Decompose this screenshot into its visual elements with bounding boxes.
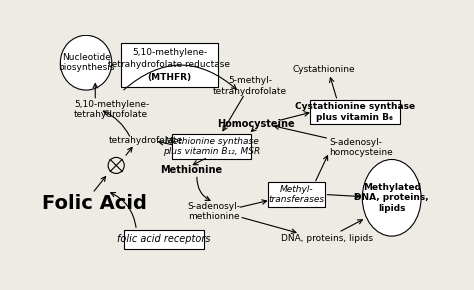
Text: Nucleotide
biosynthesis: Nucleotide biosynthesis bbox=[58, 53, 114, 72]
Text: folic acid receptors: folic acid receptors bbox=[117, 234, 211, 244]
Text: 5,10-methylene-: 5,10-methylene- bbox=[132, 48, 207, 57]
Text: Folic Acid: Folic Acid bbox=[42, 194, 146, 213]
Text: Methylated
DNA, proteins,
lipids: Methylated DNA, proteins, lipids bbox=[355, 183, 429, 213]
Ellipse shape bbox=[60, 35, 112, 90]
Text: Methionine synthase
plus vitamin B₁₂, MSR: Methionine synthase plus vitamin B₁₂, MS… bbox=[163, 137, 260, 156]
FancyBboxPatch shape bbox=[172, 134, 251, 159]
Ellipse shape bbox=[108, 157, 124, 173]
FancyBboxPatch shape bbox=[268, 182, 325, 207]
Text: (MTHFR): (MTHFR) bbox=[147, 73, 191, 82]
Text: Cystathionine synthase
plus vitamin B₆: Cystathionine synthase plus vitamin B₆ bbox=[295, 102, 415, 122]
FancyBboxPatch shape bbox=[124, 230, 204, 249]
Text: DNA, proteins, lipids: DNA, proteins, lipids bbox=[282, 233, 374, 242]
Text: 5-methyl-
tetrahydrofolate: 5-methyl- tetrahydrofolate bbox=[213, 77, 287, 96]
Text: Methyl-
transferases: Methyl- transferases bbox=[268, 185, 324, 204]
Text: tetrahydrofolate: tetrahydrofolate bbox=[109, 136, 182, 145]
FancyBboxPatch shape bbox=[310, 100, 400, 124]
Text: Methionine: Methionine bbox=[160, 165, 223, 175]
Text: S-adenosyl-
homocysteine: S-adenosyl- homocysteine bbox=[329, 138, 393, 157]
Text: S-adenosyl-
methionine: S-adenosyl- methionine bbox=[187, 202, 240, 221]
Text: tetrahydrofolate reductase: tetrahydrofolate reductase bbox=[109, 60, 230, 69]
Text: Homocysteine: Homocysteine bbox=[217, 119, 295, 129]
Text: Cystathionine: Cystathionine bbox=[292, 65, 355, 74]
FancyBboxPatch shape bbox=[121, 43, 218, 87]
Text: 5,10-methylene-
tetrahydrofolate: 5,10-methylene- tetrahydrofolate bbox=[74, 100, 149, 119]
Ellipse shape bbox=[362, 160, 421, 236]
